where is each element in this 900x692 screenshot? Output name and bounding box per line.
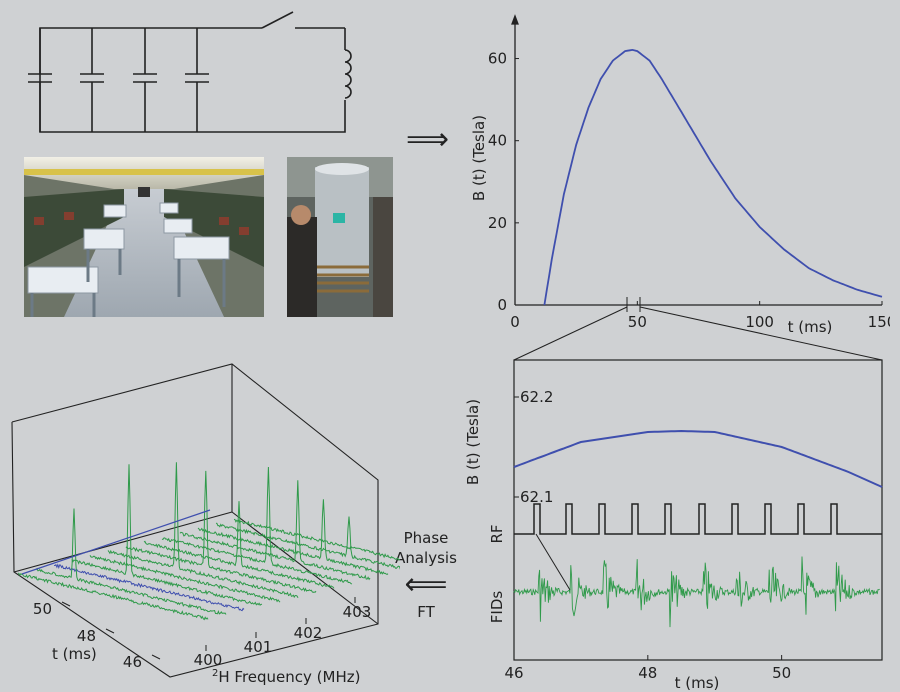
capacitor-2	[80, 28, 104, 132]
top-ylabel: B (t) (Tesla)	[470, 115, 488, 201]
top-ytick-label: 40	[488, 132, 507, 150]
spectrum-slice	[233, 518, 400, 561]
zoom-xtick-label: 48	[638, 664, 657, 682]
spectra-3d-plot: 50 48 46 400 401 402 403 t (ms) 2H Frequency (…	[11, 363, 400, 686]
fid-signals	[513, 556, 880, 628]
right-double-arrow: ⟹	[406, 122, 450, 157]
top-xtick-label: 50	[628, 313, 647, 331]
field-trace-3d	[21, 509, 211, 575]
top-ytick-label: 20	[488, 214, 507, 232]
capacitor-bank-circuit	[28, 11, 352, 133]
spectra-t-label: t (ms)	[52, 645, 97, 663]
spectrum-slice	[71, 464, 263, 606]
ft-label: FT	[417, 603, 435, 621]
spectrum-slice	[17, 572, 209, 621]
zoom-ylabel-rf: RF	[488, 524, 506, 543]
spectra-freq-tick-label: 401	[244, 638, 273, 656]
spectrum-slice	[179, 480, 371, 581]
zoom-xtick-label: 46	[504, 664, 523, 682]
field-pulse-chart: 0 50 100 150 0 20 40 60 B (t) (Tesla) t (ms)	[470, 14, 890, 336]
zoom-ytick-label: 62.2	[520, 388, 553, 406]
spectrum-slice	[125, 470, 317, 593]
top-xtick-label: 150	[868, 313, 890, 331]
spectrum-slice	[215, 516, 400, 570]
zoom-ytick-label: 62.1	[520, 488, 553, 506]
spectra-t-tick	[61, 601, 71, 607]
spectrum-slice	[53, 563, 245, 612]
phase-line-2: Analysis	[395, 549, 457, 567]
spectrum-slice	[89, 555, 281, 603]
zoom-ylabel-fid: FIDs	[488, 591, 506, 624]
top-xtick-label: 100	[745, 313, 774, 331]
spectra-freq-tick-label: 402	[294, 624, 323, 642]
spectrum-slice	[143, 501, 335, 589]
top-ytick-label: 60	[488, 50, 507, 68]
spectrum-slice	[35, 508, 227, 615]
rf-pulse-train	[514, 503, 882, 535]
fid-trace	[513, 556, 880, 628]
spectra-t-tick-label: 48	[77, 627, 96, 645]
spectra-t-tick-label: 46	[123, 653, 142, 671]
spectrum-slice	[197, 499, 389, 575]
capacitor-4	[185, 28, 209, 132]
spectrum-slice	[107, 462, 299, 599]
zoom-ylabel-field: B (t) (Tesla)	[464, 399, 482, 485]
spectra-freq-tick-label: 403	[343, 603, 372, 621]
left-double-arrow: ⟸	[404, 567, 448, 602]
spectra-freq-tick-label: 400	[194, 651, 223, 669]
phase-analysis-label: Phase Analysis ⟸ FT	[386, 528, 466, 622]
freq-label-text: H Frequency (MHz)	[218, 668, 360, 686]
field-pulse-curve	[543, 48, 883, 306]
capacitor-3	[133, 28, 157, 132]
phase-line-1: Phase	[403, 529, 449, 547]
top-ytick-label: 0	[497, 296, 507, 314]
coil-workshop-photo	[287, 157, 393, 317]
zoom-chart: 46 48 50 62.2 62.1 B (t) (Tesla) RF FIDs t (…	[464, 359, 883, 692]
capacitor-hall-photo	[24, 157, 264, 317]
zoom-xlabel: t (ms)	[675, 674, 720, 692]
zoom-field-curve	[513, 429, 883, 488]
spectrum-slice	[161, 466, 353, 585]
spectra-t-tick-label: 50	[33, 600, 52, 618]
freq-label-superscript: 2	[212, 668, 218, 679]
spectra-t-tick	[105, 628, 115, 634]
spectra-t-tick	[151, 654, 161, 660]
zoom-xtick-label: 50	[772, 664, 791, 682]
top-xlabel: t (ms)	[788, 318, 833, 336]
top-xtick-label: 0	[510, 313, 520, 331]
capacitor-1	[28, 28, 52, 132]
spectra-freq-label: 2H Frequency (MHz)	[212, 668, 360, 686]
